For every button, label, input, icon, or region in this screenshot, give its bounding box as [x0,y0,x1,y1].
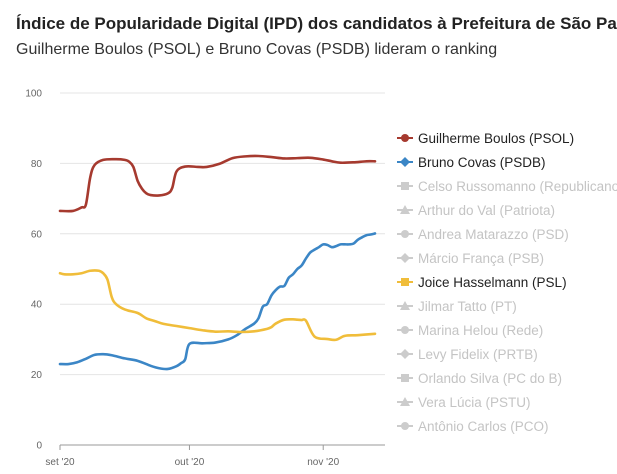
legend-item-arthur-do-val-patriota[interactable]: Arthur do Val (Patriota) [397,203,555,218]
y-tick-label: 20 [31,370,43,381]
legend-label: Antônio Carlos (PCO) [418,419,549,434]
y-tick-label: 60 [31,229,43,240]
series-lines [58,154,377,371]
chart-title: Índice de Popularidade Digital (IPD) dos… [16,14,617,33]
series-line-guilherme-boulos-psol [58,154,377,213]
legend-circle-marker-icon [401,134,409,142]
legend-label: Márcio França (PSB) [418,251,544,266]
legend-triangle-marker-icon [400,397,410,406]
legend-label: Vera Lúcia (PSTU) [418,395,531,410]
legend-diamond-marker-icon [400,349,410,359]
legend-item-levy-fidelix-prtb[interactable]: Levy Fidelix (PRTB) [397,347,538,362]
legend-diamond-marker-icon [400,157,410,167]
legend-label: Guilherme Boulos (PSOL) [418,131,574,146]
legend-item-guilherme-boulos-psol[interactable]: Guilherme Boulos (PSOL) [397,131,574,146]
legend-label: Joice Hasselmann (PSL) [418,275,567,290]
legend-item-marina-helou-rede[interactable]: Marina Helou (Rede) [397,323,543,338]
legend-item-orlando-silva-pc-do-b[interactable]: Orlando Silva (PC do B) [397,371,562,386]
legend-label: Marina Helou (Rede) [418,323,543,338]
legend-square-marker-icon [401,278,409,286]
legend-item-celso-russomanno-republicanos[interactable]: Celso Russomanno (Republicanos) [397,179,617,194]
legend-item-antonio-carlos-pco[interactable]: Antônio Carlos (PCO) [397,419,549,434]
legend-label: Levy Fidelix (PRTB) [418,347,538,362]
y-tick-label: 0 [36,441,42,452]
legend-label: Jilmar Tatto (PT) [418,299,517,314]
legend-label: Bruno Covas (PSDB) [418,155,546,170]
legend-circle-marker-icon [401,422,409,430]
legend-item-jilmar-tatto-pt[interactable]: Jilmar Tatto (PT) [397,299,517,314]
grid: 0 20 40 60 80 100 [25,89,385,452]
legend-square-marker-icon [401,374,409,382]
series-line-joice-hasselmann-psl [58,269,377,342]
legend-square-marker-icon [401,182,409,190]
legend-triangle-marker-icon [400,205,410,214]
legend-item-vera-lucia-pstu[interactable]: Vera Lúcia (PSTU) [397,395,531,410]
x-axis: set '20 out '20 nov '20 [45,445,340,468]
legend-circle-marker-icon [401,326,409,334]
y-tick-label: 80 [31,159,43,170]
legend: Guilherme Boulos (PSOL) Bruno Covas (PSDB… [397,131,617,434]
chart-subtitle: Guilherme Boulos (PSOL) e Bruno Covas (P… [16,41,498,58]
legend-label: Arthur do Val (Patriota) [418,203,555,218]
legend-label: Orlando Silva (PC do B) [418,371,562,386]
y-tick-label: 100 [25,89,42,100]
legend-label: Celso Russomanno (Republicanos) [418,179,617,194]
legend-circle-marker-icon [401,230,409,238]
y-tick-label: 40 [31,300,43,311]
series-line-bruno-covas-psdb [58,232,377,371]
legend-item-joice-hasselmann-psl[interactable]: Joice Hasselmann (PSL) [397,275,567,290]
legend-item-marcio-franca-psb[interactable]: Márcio França (PSB) [397,251,544,266]
x-tick-label: nov '20 [307,457,339,468]
legend-item-bruno-covas-psdb[interactable]: Bruno Covas (PSDB) [397,155,546,170]
legend-triangle-marker-icon [400,301,410,310]
legend-diamond-marker-icon [400,253,410,263]
legend-item-andrea-matarazzo-psd[interactable]: Andrea Matarazzo (PSD) [397,227,569,242]
x-tick-label: set '20 [45,457,75,468]
x-tick-label: out '20 [175,457,205,468]
legend-label: Andrea Matarazzo (PSD) [418,227,569,242]
